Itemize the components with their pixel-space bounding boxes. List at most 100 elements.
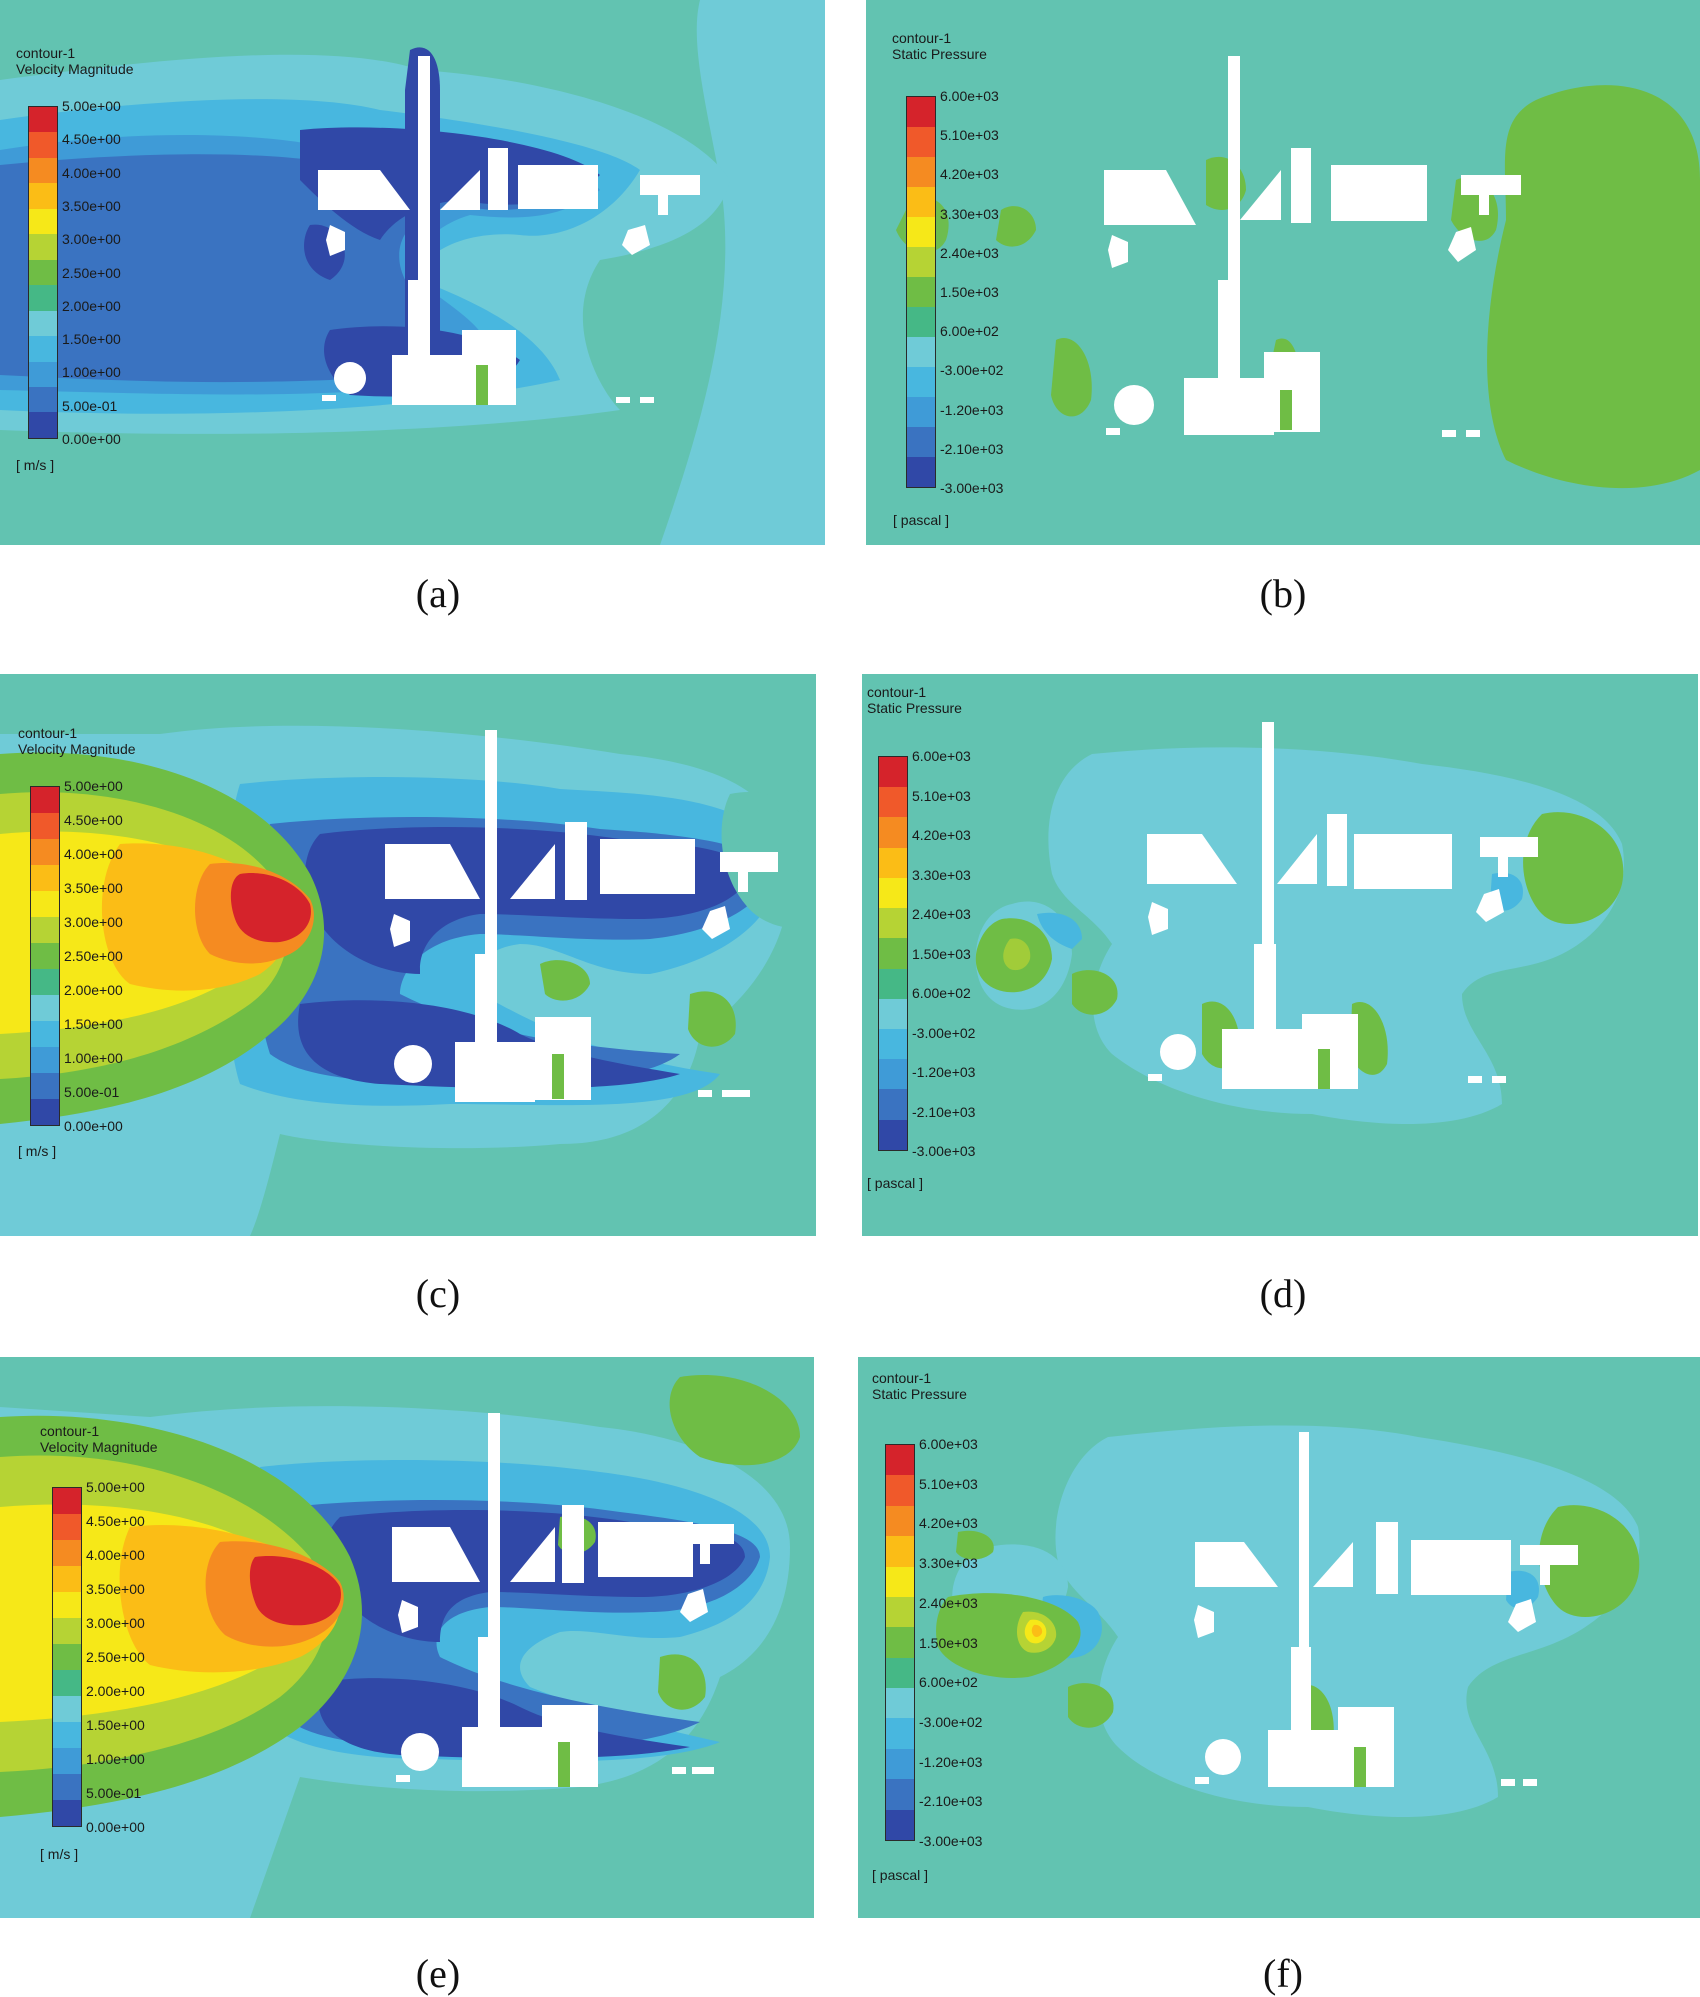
colorbar-swatch <box>886 1596 914 1628</box>
colorbar-tick-label: 4.20e+03 <box>919 1515 978 1532</box>
legend-title-d: contour-1 Static Pressure <box>867 684 962 716</box>
colorbar-swatch <box>53 1566 81 1592</box>
colorbar-tick-label: 2.50e+00 <box>62 264 121 281</box>
colorbar-swatch <box>886 1718 914 1749</box>
colorbar-tick-label: 1.50e+03 <box>912 945 971 962</box>
colorbar-swatch <box>53 1644 81 1670</box>
colorbar-tick-label: 2.00e+00 <box>64 982 123 998</box>
legend-unit-f: [ pascal ] <box>872 1867 929 1883</box>
legend-title2-e: Velocity Magnitude <box>40 1439 158 1455</box>
legend-unit-a: [ m/s ] <box>16 457 55 473</box>
pressure-contour-field-b <box>866 0 1700 545</box>
colorbar-swatch <box>29 183 57 209</box>
colorbar-tick-label: 2.40e+03 <box>912 906 971 922</box>
colorbar-swatch <box>31 1021 59 1047</box>
colorbar-swatch <box>907 157 935 187</box>
colorbar-tick-label: 1.50e+00 <box>62 331 121 348</box>
colorbar-swatch <box>29 157 57 184</box>
colorbar-swatch <box>29 336 57 362</box>
colorbar-swatch <box>907 337 935 367</box>
colorbar-tick-label: 5.00e-01 <box>86 1785 142 1801</box>
colorbar-swatch <box>879 938 907 969</box>
colorbar-tick-label: 2.50e+00 <box>64 948 123 964</box>
colorbar-swatch <box>29 310 57 337</box>
colorbar-tick-label: 6.00e+03 <box>912 748 971 764</box>
colorbar-tick-label: 1.00e+00 <box>86 1751 145 1767</box>
legend-title-a: contour-1 Velocity Magnitude <box>16 45 134 77</box>
colorbar-tick-label: 5.10e+03 <box>912 787 971 804</box>
colorbar-tick-label: 4.20e+03 <box>940 166 999 183</box>
contour-panel-b <box>866 0 1700 545</box>
colorbar-swatch <box>53 1696 81 1722</box>
caption-d: (d) <box>1259 1271 1307 1316</box>
colorbar-swatch <box>886 1445 914 1476</box>
colorbar-tick-label: 1.50e+00 <box>64 1016 123 1032</box>
colorbar-tick-label: -2.10e+03 <box>940 440 1004 457</box>
legend-title-e: contour-1 Velocity Magnitude <box>40 1423 158 1455</box>
colorbar-swatch <box>29 107 57 133</box>
colorbar-tick-label: 3.00e+00 <box>62 231 121 248</box>
colorbar-tick-label: 2.40e+03 <box>919 1594 978 1611</box>
colorbar-tick-label: -3.00e+02 <box>912 1024 976 1041</box>
colorbar-tick-label: 3.50e+00 <box>62 197 121 214</box>
colorbar-tick-label: 4.00e+00 <box>62 164 121 181</box>
legend-title1-b: contour-1 <box>892 30 952 46</box>
colorbar-tick-label: 4.50e+00 <box>64 812 123 828</box>
colorbar-a <box>28 106 58 439</box>
colorbar-tick-label: -3.00e+02 <box>919 1713 983 1730</box>
legend-title2-c: Velocity Magnitude <box>18 741 136 757</box>
colorbar-swatch <box>907 127 935 157</box>
colorbar-swatch <box>31 787 59 813</box>
colorbar-tick-label: 1.50e+03 <box>919 1634 978 1651</box>
colorbar-tick-label: 2.40e+03 <box>940 244 999 261</box>
caption-e: (e) <box>415 1951 461 1996</box>
colorbar-swatch <box>31 891 59 917</box>
colorbar-tick-label: -3.00e+03 <box>940 480 1004 496</box>
colorbar-swatch <box>879 757 907 788</box>
colorbar-swatch <box>886 1505 914 1537</box>
colorbar-c <box>30 786 60 1126</box>
colorbar-tick-label: 1.50e+00 <box>86 1717 145 1733</box>
colorbar-tick-label: 2.50e+00 <box>86 1649 145 1665</box>
colorbar-b <box>906 96 936 488</box>
contour-panel-f <box>858 1357 1700 1918</box>
colorbar-swatch <box>29 132 57 158</box>
legend-title2-d: Static Pressure <box>867 700 962 716</box>
caption-a: (a) <box>415 571 461 616</box>
colorbar-tick-label: 2.00e+00 <box>62 297 121 314</box>
colorbar-swatch <box>879 968 907 999</box>
colorbar-tick-label: 4.20e+03 <box>912 827 971 843</box>
colorbar-swatch <box>879 908 907 939</box>
colorbar-swatch <box>886 1657 914 1688</box>
colorbar-swatch <box>29 234 57 260</box>
colorbar-swatch <box>31 813 59 839</box>
colorbar-tick-label: 5.00e-01 <box>62 397 118 414</box>
colorbar-swatch <box>907 277 935 307</box>
colorbar-tick-label: 3.30e+03 <box>940 205 999 222</box>
colorbar-tick-label: -3.00e+03 <box>919 1833 983 1849</box>
colorbar-tick-label: 0.00e+00 <box>86 1819 145 1835</box>
colorbar-tick-label: 5.00e+00 <box>64 778 123 794</box>
colorbar-tick-label: 6.00e+02 <box>940 323 999 340</box>
caption-c: (c) <box>415 1271 461 1316</box>
colorbar-swatch <box>29 285 57 311</box>
colorbar-swatch <box>886 1627 914 1658</box>
legend-title-b: contour-1 Static Pressure <box>892 30 987 62</box>
colorbar-swatch <box>31 969 59 995</box>
contour-panel-d <box>862 674 1698 1236</box>
colorbar-swatch <box>53 1748 81 1774</box>
colorbar-tick-label: 1.00e+00 <box>64 1050 123 1066</box>
colorbar-swatch <box>907 247 935 277</box>
legend-title-f: contour-1 Static Pressure <box>872 1370 967 1402</box>
colorbar-tick-label: -3.00e+03 <box>912 1143 976 1159</box>
colorbar-swatch <box>31 839 59 865</box>
caption-f: (f) <box>1263 1951 1303 1996</box>
colorbar-swatch <box>53 1618 81 1644</box>
colorbar-tick-label: 0.00e+00 <box>64 1118 123 1134</box>
legend-title2-b: Static Pressure <box>892 46 987 62</box>
caption-b: (b) <box>1259 571 1307 616</box>
colorbar-swatch <box>879 998 907 1029</box>
colorbar-swatch <box>29 208 57 235</box>
colorbar-swatch <box>879 1059 907 1090</box>
colorbar-swatch <box>29 361 57 387</box>
